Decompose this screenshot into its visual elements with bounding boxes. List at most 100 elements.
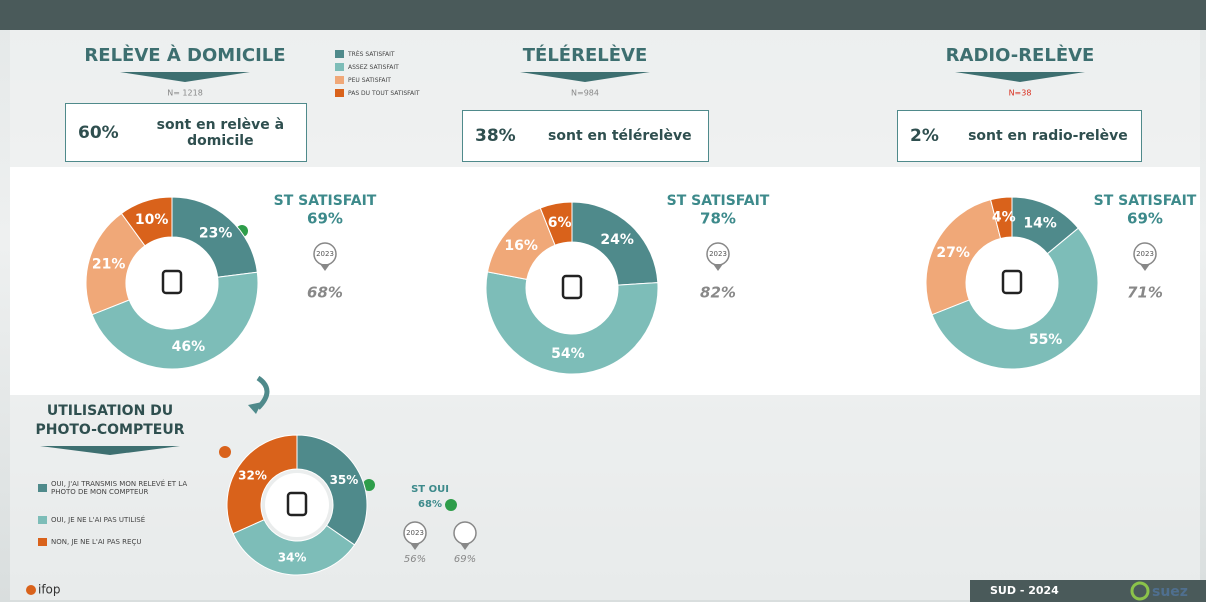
data-label: 14% xyxy=(1023,215,1057,231)
donut-segment xyxy=(539,201,573,246)
previous-value: 56% xyxy=(404,554,426,565)
legend-item: OUI, JE NE L'AI PAS UTILISÉ xyxy=(38,516,208,524)
donut-icon-bg xyxy=(970,241,1054,325)
legend-label: OUI, J'AI TRANSMIS MON RELEVÉ ET LA PHOT… xyxy=(51,480,188,496)
chart-title: RELÈVE À DOMICILE xyxy=(84,44,285,66)
data-label: 34% xyxy=(278,550,307,564)
sample-size: N= 1218 xyxy=(167,89,203,98)
summary-value: 68% xyxy=(418,499,442,510)
data-label: 4% xyxy=(992,210,1016,226)
legend-swatch xyxy=(335,76,344,84)
chart-title: UTILISATION DU PHOTO-COMPTEUR xyxy=(35,403,185,438)
data-label: 21% xyxy=(92,257,126,273)
donut-icon-bg xyxy=(530,246,614,330)
highlight-box: 38% sont en télérelève xyxy=(462,110,709,162)
pin xyxy=(453,521,477,545)
legend-item: ASSEZ SATISFAIT xyxy=(335,63,465,71)
up-icon xyxy=(445,499,457,511)
donut-segment xyxy=(296,434,368,546)
data-label: 55% xyxy=(1029,332,1063,348)
summary-label: ST SATISFAIT xyxy=(1094,193,1197,209)
pin-year: 2023 xyxy=(709,250,727,258)
curve-arrow xyxy=(256,375,270,410)
legend-swatch xyxy=(335,50,344,58)
donut-segment xyxy=(931,227,1099,370)
highlight-text: sont en relève à domicile xyxy=(156,116,285,149)
highlight-value: 60% xyxy=(78,122,119,143)
down-icon xyxy=(219,446,231,458)
title-arrow xyxy=(40,446,180,455)
pin-tip xyxy=(460,543,470,550)
legend-swatch xyxy=(38,484,47,492)
legend-item: PAS DU TOUT SATISFAIT xyxy=(335,89,465,97)
footer-ifop: ifop xyxy=(38,583,61,597)
footer-suez: suez xyxy=(1152,584,1188,600)
pin-year: 2023 xyxy=(406,529,424,537)
suez-logo xyxy=(1130,581,1150,601)
donut-icon-bg xyxy=(130,241,214,325)
chart-title: TÉLÉRELÈVE xyxy=(523,44,648,66)
donut-segment xyxy=(925,199,1002,316)
donut-icon xyxy=(561,274,583,300)
legend-item: PEU SATISFAIT xyxy=(335,76,465,84)
highlight-value: 2% xyxy=(910,126,939,146)
summary-label: ST SATISFAIT xyxy=(274,193,377,209)
highlight-box: 2% sont en radio-relève xyxy=(897,110,1142,162)
highlight-text: sont en télérelève xyxy=(548,128,692,144)
title-arrow xyxy=(520,72,650,82)
summary-label: ST SATISFAIT xyxy=(667,193,770,209)
legend-swatch xyxy=(335,89,344,97)
up-icon xyxy=(363,479,375,491)
data-label: 16% xyxy=(504,238,538,254)
pin-year: 2023 xyxy=(1136,250,1154,258)
previous-value: 68% xyxy=(307,284,343,302)
sample-size: N=38 xyxy=(1009,89,1032,98)
highlight-value: 38% xyxy=(475,126,516,146)
legend-item: OUI, J'AI TRANSMIS MON RELEVÉ ET LA PHOT… xyxy=(38,480,208,496)
legend-label: PEU SATISFAIT xyxy=(348,76,391,84)
data-label: 54% xyxy=(551,346,585,362)
footer-region: SUD - 2024 xyxy=(990,584,1059,597)
donut-icon xyxy=(161,269,183,295)
donut-icon xyxy=(286,491,308,517)
donut-segment xyxy=(232,519,356,576)
data-label: 24% xyxy=(600,232,634,248)
data-label: 6% xyxy=(548,215,572,231)
legend-label: ASSEZ SATISFAIT xyxy=(348,63,399,71)
data-label: 35% xyxy=(330,473,359,487)
title-arrow xyxy=(955,72,1085,82)
donut-segment xyxy=(990,196,1013,240)
legend-item: TRÈS SATISFAIT xyxy=(335,50,465,58)
summary-value: 69% xyxy=(307,210,343,228)
sample-size: N=984 xyxy=(571,89,599,98)
chart-title: RADIO-RELÈVE xyxy=(946,44,1095,66)
legend-label: TRÈS SATISFAIT xyxy=(348,50,395,58)
donut-segment xyxy=(91,271,259,370)
donut-segment xyxy=(171,196,258,278)
donut-icon xyxy=(1001,269,1023,295)
previous-value: 82% xyxy=(700,284,736,302)
pin-tip xyxy=(410,543,420,550)
legend-label: OUI, JE NE L'AI PAS UTILISÉ xyxy=(51,516,146,524)
donut-icon-bg xyxy=(265,473,329,537)
summary-value: 78% xyxy=(700,210,736,228)
title-arrow xyxy=(120,72,250,82)
legend-item: NON, JE NE L'AI PAS REÇU xyxy=(38,538,208,546)
data-label: 27% xyxy=(936,245,970,261)
donut-segment xyxy=(485,271,659,375)
pin-tip xyxy=(320,264,330,271)
ifop-dot xyxy=(26,585,36,595)
pin-tip xyxy=(713,264,723,271)
legend-label: PAS DU TOUT SATISFAIT xyxy=(348,89,420,97)
legend-swatch xyxy=(38,538,47,546)
highlight-text: sont en radio-relève xyxy=(968,128,1128,144)
donut-segment xyxy=(226,434,298,535)
previous-value: 71% xyxy=(1127,284,1163,302)
legend-swatch xyxy=(38,516,47,524)
pin-year: 2023 xyxy=(316,250,334,258)
summary-value: 69% xyxy=(1127,210,1163,228)
top-bar xyxy=(0,0,1206,30)
curve-arrow-head xyxy=(248,402,262,414)
